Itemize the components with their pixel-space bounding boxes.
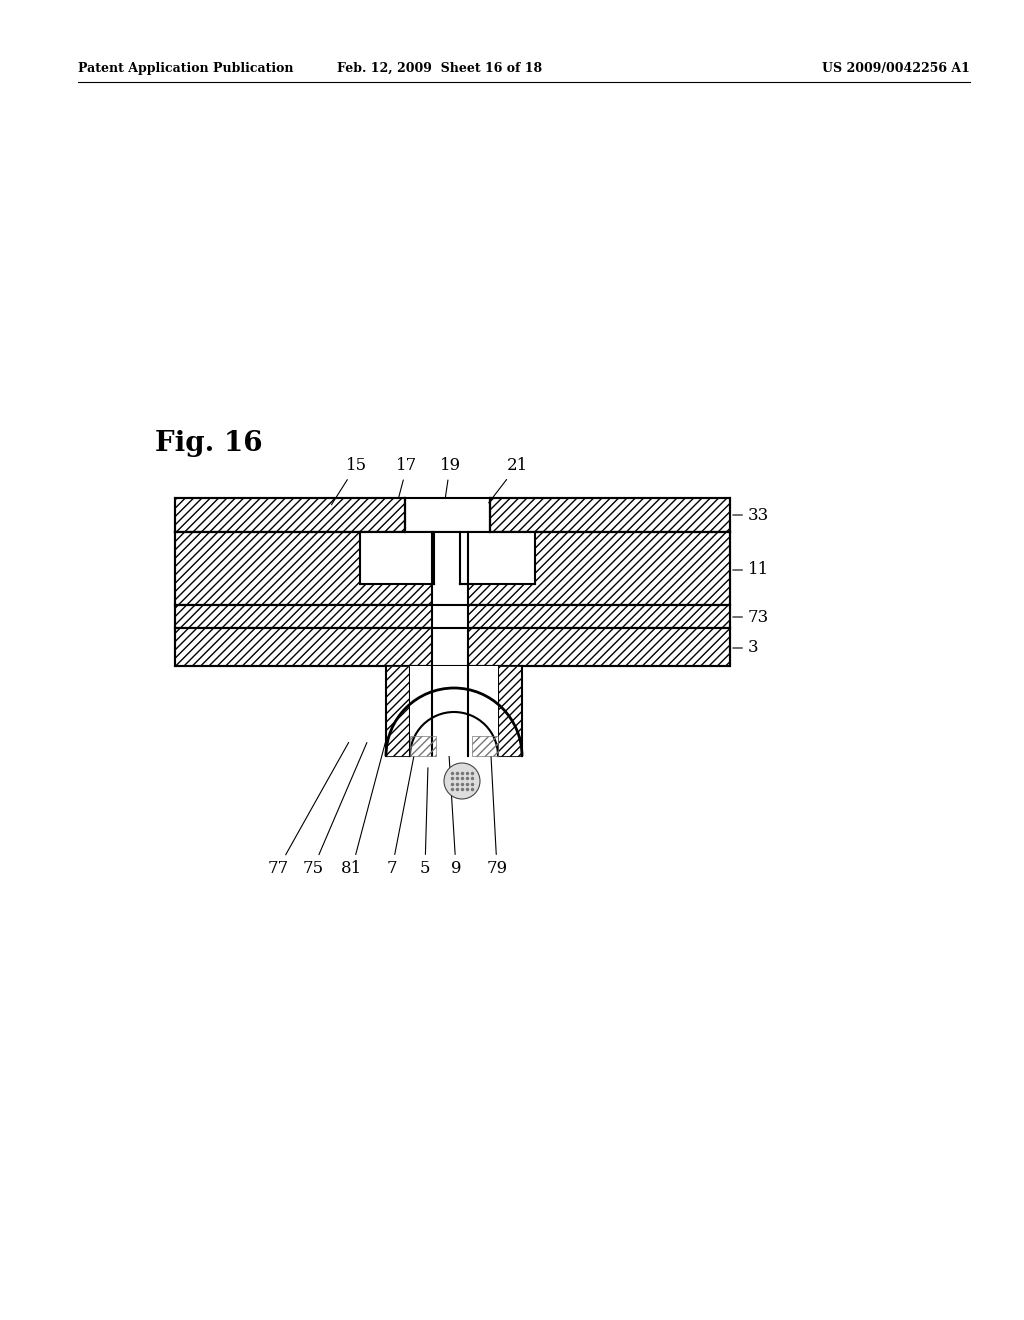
Text: 11: 11 [733,561,769,578]
Bar [386,667,410,756]
Bar [175,532,730,605]
Text: 21: 21 [488,458,527,503]
Bar [498,667,522,756]
Wedge shape [386,688,522,756]
Text: 19: 19 [439,458,461,498]
Bar [460,532,535,583]
Bar [432,628,468,667]
Text: 33: 33 [733,507,769,524]
Text: 75: 75 [302,743,367,876]
Text: 3: 3 [733,639,759,656]
Text: 7: 7 [387,738,418,876]
Text: 17: 17 [396,458,418,498]
Wedge shape [410,711,498,756]
Bar [175,628,730,667]
Text: Fig. 16: Fig. 16 [155,430,262,457]
Bar [432,605,468,628]
Bar [490,498,730,532]
Text: 77: 77 [267,742,348,876]
Text: 73: 73 [733,609,769,626]
Bar [175,605,730,628]
Bar [432,532,468,605]
Text: US 2009/0042256 A1: US 2009/0042256 A1 [822,62,970,75]
Text: 9: 9 [449,741,461,876]
Bar [410,667,498,756]
Circle shape [444,763,480,799]
Bar [175,498,406,532]
Bar [472,737,498,756]
Text: 5: 5 [420,768,430,876]
Text: Patent Application Publication: Patent Application Publication [78,62,294,75]
Text: 81: 81 [341,743,385,876]
Text: 79: 79 [486,739,508,876]
Bar [410,737,436,756]
Bar [360,532,434,583]
Text: 15: 15 [332,458,367,504]
Text: Feb. 12, 2009  Sheet 16 of 18: Feb. 12, 2009 Sheet 16 of 18 [338,62,543,75]
